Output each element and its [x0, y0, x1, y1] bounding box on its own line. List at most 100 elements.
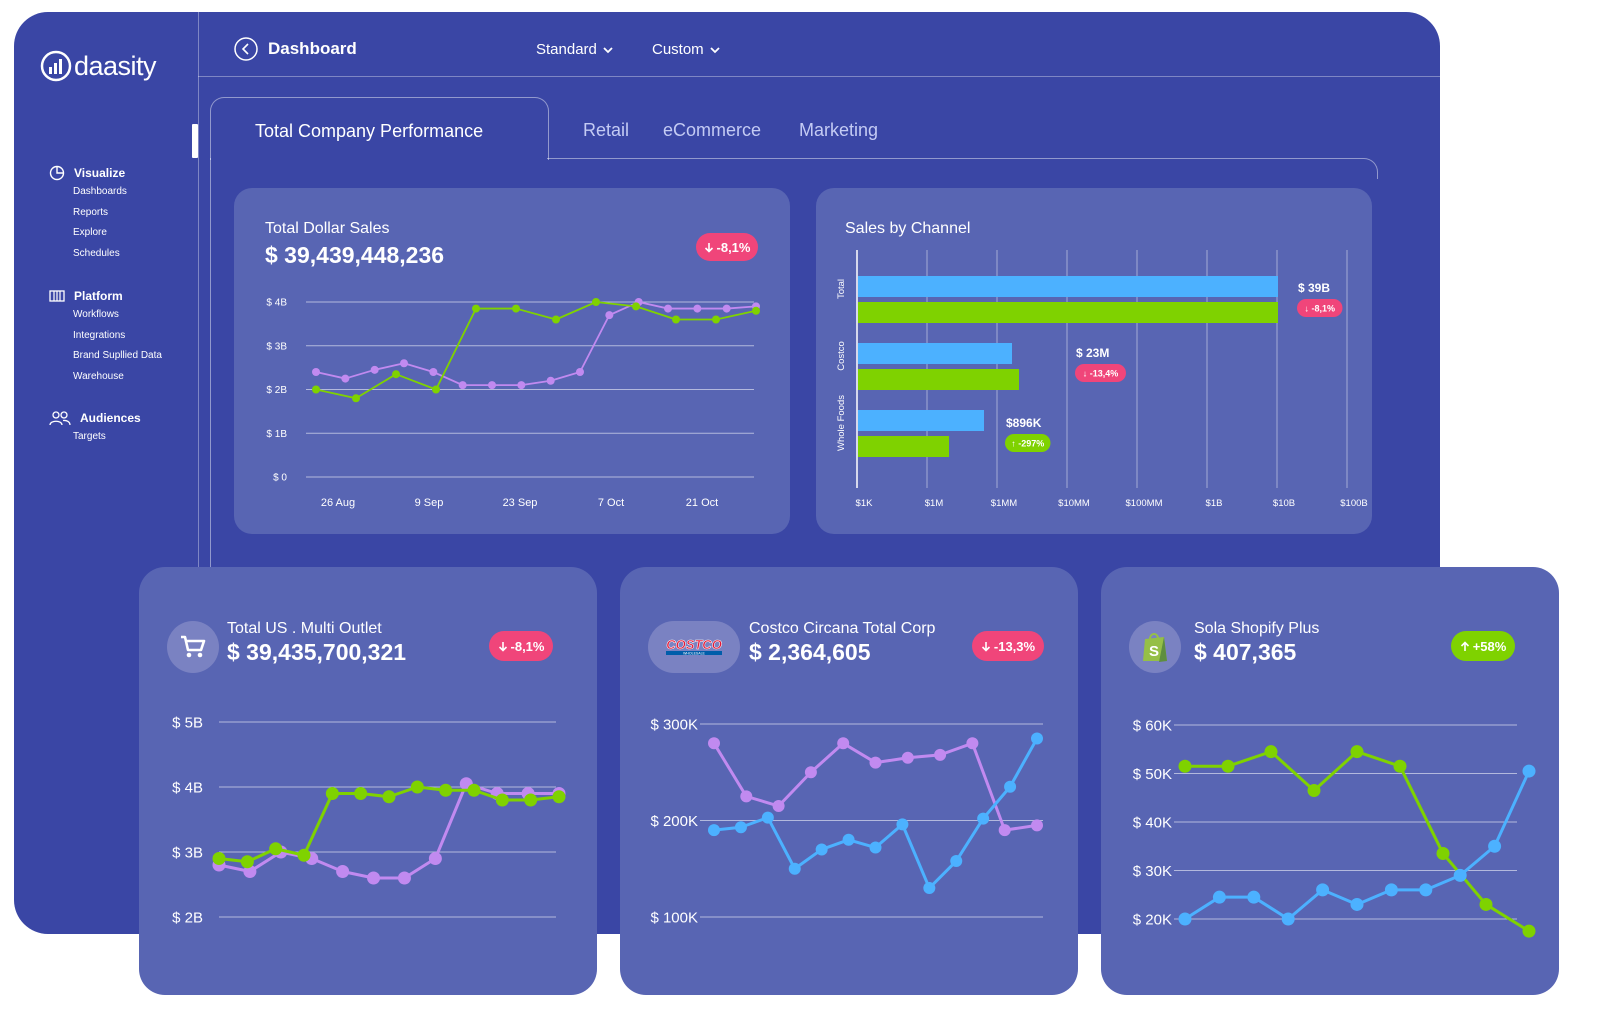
- data-point: [439, 783, 453, 797]
- data-point: [761, 811, 774, 824]
- active-indicator: [192, 124, 198, 158]
- card-title: Sola Shopify Plus: [1194, 620, 1320, 637]
- svg-text:COSTCO: COSTCO: [666, 637, 722, 652]
- tab-panel-border-left: [210, 158, 211, 578]
- shopify-chart: $ 20K $ 30K $ 40K $ 50K $ 60K: [1133, 717, 1536, 938]
- tab-marketing[interactable]: Marketing: [799, 120, 879, 140]
- tab-label: Total Company Performance: [255, 121, 484, 141]
- nav-platform-label: Platform: [74, 289, 123, 303]
- standard-dropdown[interactable]: Standard: [536, 41, 614, 58]
- costco-card: COSTCO WHOLESALE Costco Circana Total Co…: [620, 567, 1078, 995]
- x-tick-label: $10B: [1273, 498, 1295, 509]
- series-line: [315, 301, 757, 387]
- tab-ecommerce[interactable]: eCommerce: [663, 120, 762, 140]
- sales-by-channel-chart: $1K $1M $1MM $10MM $100MM $1B $10B $100B Total Co…: [836, 250, 1368, 509]
- nav-group-audiences: Audiences Targets: [48, 409, 141, 448]
- data-point: [428, 852, 442, 865]
- data-point: [367, 871, 381, 885]
- y-tick-label: $ 0: [273, 473, 287, 484]
- nav-visualize-label: Visualize: [74, 166, 126, 180]
- data-point: [488, 381, 496, 390]
- bar: [858, 436, 949, 457]
- nav-platform[interactable]: Platform: [48, 287, 162, 305]
- data-point: [842, 833, 855, 846]
- data-point: [341, 374, 350, 383]
- data-point: [392, 370, 400, 379]
- nav-brand-supplied-data[interactable]: Brand Supllied Data: [73, 350, 162, 361]
- data-point: [1384, 883, 1398, 897]
- card-title: Total Dollar Sales: [265, 220, 390, 237]
- data-point: [1281, 912, 1295, 926]
- data-point: [397, 871, 411, 885]
- nav-audiences[interactable]: Audiences: [48, 409, 141, 427]
- data-point: [1316, 883, 1330, 897]
- nav-integrations[interactable]: Integrations: [73, 329, 126, 341]
- series-line: [1184, 770, 1531, 921]
- data-point: [605, 311, 614, 320]
- card-title: Sales by Channel: [845, 220, 971, 237]
- data-point: [325, 787, 339, 800]
- data-point: [1212, 890, 1226, 904]
- card-value: $ 407,365: [1194, 639, 1297, 665]
- change-badge: +58%: [1451, 631, 1515, 661]
- shopify-icon-circle: S: [1129, 621, 1181, 673]
- tabs-area: Total Company Performance Retail eCommer…: [207, 97, 1398, 578]
- data-point: [672, 315, 680, 324]
- nav-group-platform: Platform Workflows Integrations Brand Su…: [48, 287, 162, 387]
- nav-visualize[interactable]: Visualize: [48, 164, 127, 182]
- x-tick-label: 26 Aug: [321, 497, 355, 509]
- cart-icon-circle: [167, 621, 219, 673]
- table-icon: [49, 290, 65, 302]
- data-point: [212, 852, 226, 865]
- data-point: [370, 365, 379, 374]
- data-point: [336, 865, 350, 878]
- data-point: [458, 381, 467, 390]
- custom-dropdown[interactable]: Custom: [652, 41, 721, 58]
- data-point: [998, 824, 1011, 837]
- data-point: [1221, 759, 1235, 773]
- nav-workflows[interactable]: Workflows: [73, 309, 119, 320]
- data-point: [901, 751, 914, 764]
- series-line: [315, 301, 757, 400]
- data-point: [1350, 897, 1364, 911]
- data-point: [1479, 897, 1493, 911]
- y-tick-label: $ 60K: [1133, 717, 1172, 734]
- y-tick-label: $ 40K: [1133, 814, 1172, 831]
- data-point: [1264, 745, 1278, 759]
- custom-dropdown-label: Custom: [652, 41, 704, 58]
- top-bar: Dashboard Standard Custom: [198, 12, 1440, 77]
- nav-reports[interactable]: Reports: [73, 206, 109, 218]
- nav-warehouse[interactable]: Warehouse: [73, 370, 124, 382]
- data-point: [804, 766, 817, 779]
- nav-dashboards[interactable]: Dashboards: [73, 186, 127, 197]
- tab-total-company-performance[interactable]: Total Company Performance: [210, 97, 549, 160]
- data-point: [923, 882, 936, 895]
- data-point: [722, 304, 731, 313]
- data-point: [977, 812, 990, 825]
- data-point: [1307, 783, 1321, 797]
- daasity-logo-icon: [40, 50, 72, 82]
- brand-logo[interactable]: daasity: [40, 50, 157, 82]
- data-point: [1436, 847, 1450, 861]
- category-label: Total: [836, 279, 847, 299]
- nav-targets[interactable]: Targets: [73, 431, 106, 442]
- x-tick-label: $1M: [925, 498, 944, 509]
- nav-schedules[interactable]: Schedules: [73, 247, 120, 259]
- bar-change-badge: [1005, 434, 1051, 452]
- back-arrow-icon[interactable]: [234, 37, 258, 61]
- y-tick-label: $ 200K: [650, 813, 698, 830]
- costco-logo-icon: COSTCO WHOLESALE: [666, 637, 722, 656]
- y-tick-label: $ 20K: [1133, 911, 1172, 928]
- data-point: [708, 824, 720, 837]
- users-icon: [49, 411, 71, 426]
- data-point: [869, 756, 882, 769]
- multi-outlet-chart: $ 2B $ 3B $ 4B $ 5B: [172, 714, 566, 926]
- data-point: [1522, 924, 1536, 938]
- tab-retail[interactable]: Retail: [583, 120, 630, 140]
- data-point: [712, 315, 720, 324]
- data-point: [467, 783, 481, 797]
- card-value: $ 39,435,700,321: [227, 639, 407, 665]
- x-tick-label: 23 Sep: [503, 497, 538, 509]
- nav-explore[interactable]: Explore: [73, 227, 107, 238]
- data-point: [772, 800, 785, 813]
